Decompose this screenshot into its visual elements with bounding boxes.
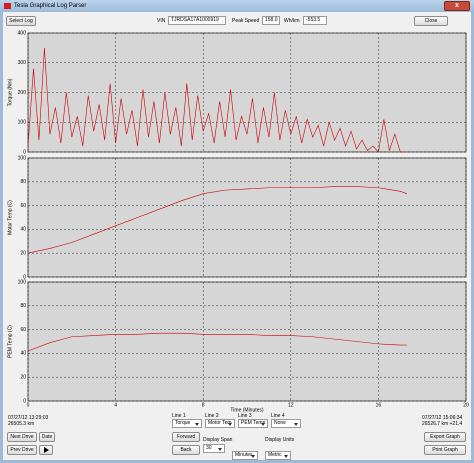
x-tick-label: 20 xyxy=(463,402,469,408)
close-button[interactable]: Close xyxy=(414,16,448,26)
y-axis-title: Motor Temp (C) xyxy=(7,200,13,235)
y-tick-label: 100 xyxy=(18,120,27,126)
data-line xyxy=(27,47,406,153)
line-label: Line 2 xyxy=(205,413,219,419)
x-tick-label: 8 xyxy=(202,402,205,408)
play-icon xyxy=(44,447,49,453)
start-time: 07/27/12 13:29:03 xyxy=(8,415,49,421)
line-select[interactable]: None xyxy=(271,419,301,428)
forward-button[interactable]: Forward xyxy=(172,432,200,442)
y-tick-label: 20 xyxy=(20,251,26,257)
display-units-label: Display Units xyxy=(265,437,295,443)
y-tick-label: 80 xyxy=(20,179,26,185)
next-drive-button[interactable]: Next Drive xyxy=(7,432,37,442)
display-span-field[interactable]: 30 xyxy=(203,444,225,453)
vin-label: VIN xyxy=(157,18,166,24)
y-tick-label: 60 xyxy=(20,203,26,209)
end-odometer: 26526.7 km +21.4 xyxy=(422,421,463,427)
y-tick-label: 100 xyxy=(18,279,27,285)
back-button[interactable]: Back xyxy=(172,445,200,455)
y-tick-label: 0 xyxy=(23,274,26,280)
whkm-field[interactable]: -553.5 xyxy=(303,16,327,25)
y-tick-label: 0 xyxy=(23,398,26,404)
play-button[interactable] xyxy=(39,445,53,455)
peak-speed-field[interactable]: 158.0 xyxy=(262,16,280,25)
y-tick-label: 200 xyxy=(18,90,27,96)
y-axis-title: PEM Temp (C) xyxy=(7,325,13,358)
y-tick-label: 60 xyxy=(20,327,26,333)
x-axis-title: Time (Minutes) xyxy=(230,407,263,413)
y-tick-label: 80 xyxy=(20,303,26,309)
x-tick-label: 0 xyxy=(27,402,30,408)
title-bar xyxy=(0,0,474,12)
line-select[interactable]: Torque xyxy=(172,419,202,428)
vin-field[interactable]: TJRDSA17A1000919 xyxy=(168,16,226,25)
x-tick-label: 12 xyxy=(288,402,294,408)
data-line xyxy=(27,186,407,254)
peak-speed-label: Peak Speed xyxy=(232,18,260,24)
x-tick-label: 16 xyxy=(376,402,382,408)
line-label: Line 3 xyxy=(238,413,252,419)
line-select[interactable]: PEM Temp xyxy=(238,419,268,428)
y-tick-label: 20 xyxy=(20,375,26,381)
y-tick-label: 400 xyxy=(18,30,27,36)
select-log-button[interactable]: Select Log xyxy=(6,16,36,26)
y-axis-title: Torque (Nm) xyxy=(7,78,13,106)
display-span-label: Display Span xyxy=(203,437,233,443)
data-line xyxy=(27,332,407,352)
line-label: Line 4 xyxy=(271,413,285,419)
print-graph-button[interactable]: Print Graph xyxy=(424,445,466,455)
y-tick-label: 100 xyxy=(18,155,27,161)
y-tick-label: 40 xyxy=(20,351,26,357)
window-title: Tesla Graphical Log Parser xyxy=(14,3,87,9)
x-tick-label: 4 xyxy=(114,402,117,408)
y-tick-label: 300 xyxy=(18,60,27,66)
app-icon xyxy=(4,3,11,9)
plot-area xyxy=(27,281,467,402)
start-odometer: 26505.3 km xyxy=(8,421,35,427)
line-select[interactable]: Motor Tem xyxy=(205,419,235,428)
end-time: 07/27/12 15:06:34 xyxy=(422,415,463,421)
plot-area xyxy=(27,157,467,278)
span-unit-select[interactable]: Minutes xyxy=(232,451,258,460)
y-tick-label: 0 xyxy=(23,149,26,155)
y-tick-label: 40 xyxy=(20,227,26,233)
prev-drive-button[interactable]: Prev Drive xyxy=(7,445,37,455)
export-graph-button[interactable]: Export Graph xyxy=(424,432,466,442)
display-units-select[interactable]: Metric xyxy=(265,451,291,460)
close-window[interactable]: x xyxy=(444,1,470,11)
date-button[interactable]: Date xyxy=(39,432,55,442)
whkm-label: Wh/km xyxy=(284,18,300,24)
line-label: Line 1 xyxy=(172,413,186,419)
